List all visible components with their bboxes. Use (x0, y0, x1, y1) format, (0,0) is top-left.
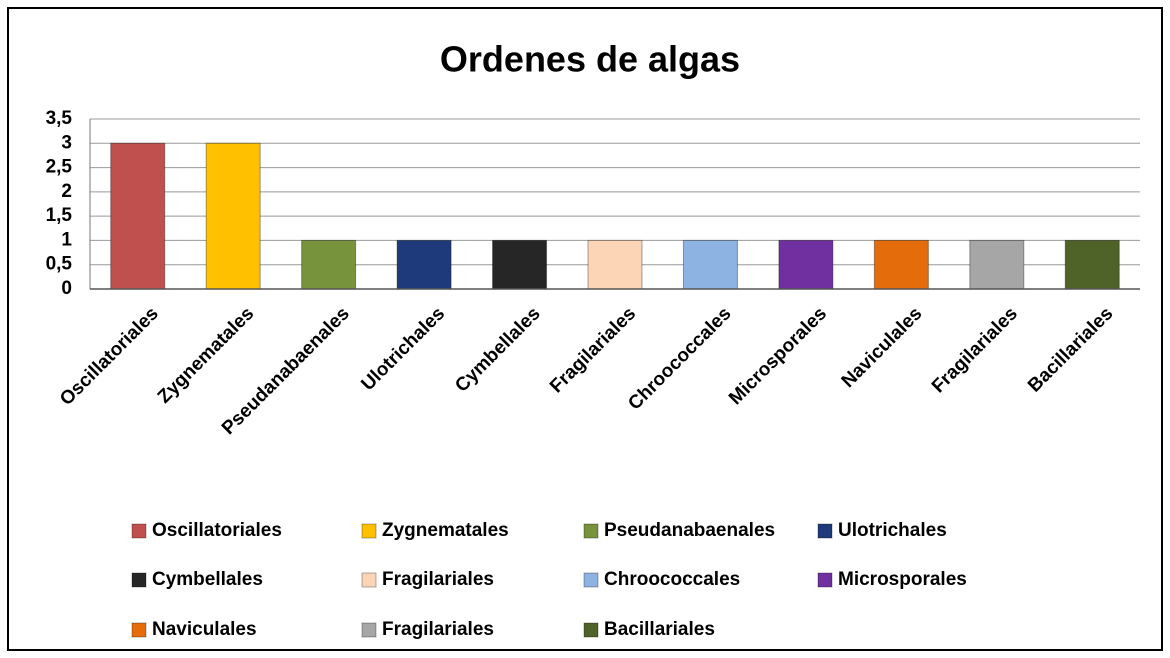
chart-title: Ordenes de algas (440, 39, 740, 80)
legend-swatch (131, 523, 147, 539)
bar (969, 239, 1025, 290)
legend-swatch (583, 572, 599, 588)
legend-swatch (817, 572, 833, 588)
y-tick-label: 1,5 (46, 205, 73, 226)
legend-label: Chroococcales (604, 569, 740, 590)
legend-swatch (361, 622, 377, 638)
bar (205, 142, 261, 290)
bar (778, 239, 834, 290)
legend-label: Naviculales (152, 619, 257, 640)
legend-label: Zygnematales (382, 520, 509, 541)
y-tick-label: 0,5 (46, 254, 73, 275)
chart-frame (7, 7, 1163, 651)
y-tick-label: 3,5 (46, 108, 73, 129)
legend-label: Bacillariales (604, 619, 715, 640)
legend-swatch (131, 572, 147, 588)
legend-label: Fragilariales (382, 619, 494, 640)
bar (110, 142, 166, 290)
legend-label: Pseudanabaenales (604, 520, 775, 541)
y-tick-label: 2 (61, 181, 72, 202)
bar (682, 239, 738, 290)
y-tick-label: 2,5 (46, 157, 73, 178)
legend-swatch (361, 572, 377, 588)
legend-label: Microsporales (838, 569, 967, 590)
legend-label: Fragilariales (382, 569, 494, 590)
legend-swatch (817, 523, 833, 539)
bar (873, 239, 929, 290)
bar (587, 239, 643, 290)
legend-label: Ulotrichales (838, 520, 947, 541)
y-tick-label: 1 (61, 229, 72, 250)
bar (396, 239, 452, 290)
legend-label: Cymbellales (152, 569, 263, 590)
legend-swatch (361, 523, 377, 539)
legend-swatch (131, 622, 147, 638)
y-tick-label: 3 (61, 132, 72, 153)
y-tick-label: 0 (61, 278, 72, 299)
bar (492, 239, 548, 290)
legend-label: Oscillatoriales (152, 520, 282, 541)
legend-swatch (583, 523, 599, 539)
bar (1064, 239, 1120, 290)
legend-swatch (583, 622, 599, 638)
bar (301, 239, 357, 290)
